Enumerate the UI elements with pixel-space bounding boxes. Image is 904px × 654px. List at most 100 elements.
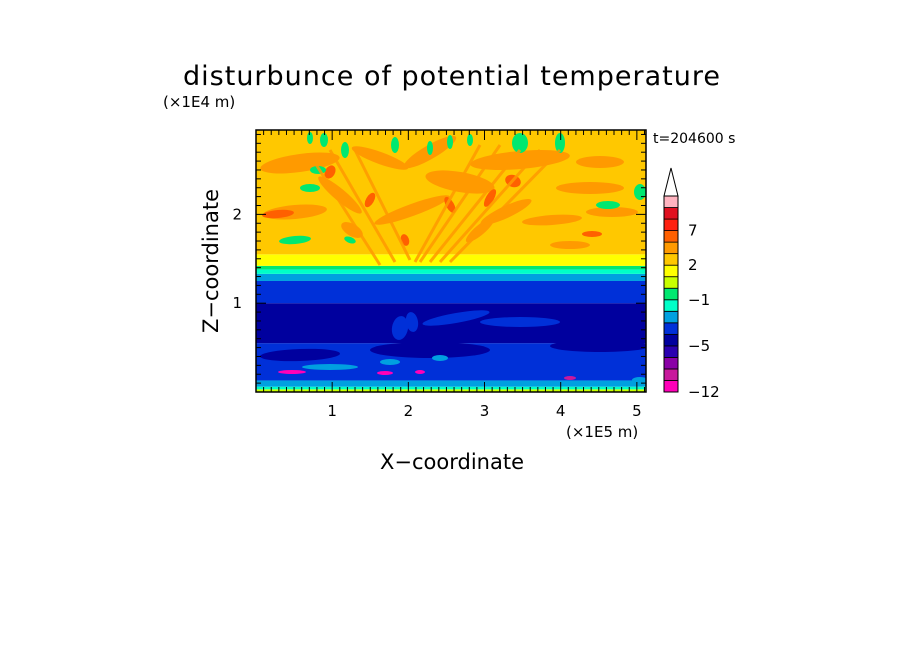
wave-streak-4 <box>438 149 542 263</box>
wave-streak-1 <box>328 149 397 263</box>
colorbar-swatch <box>663 310 679 324</box>
contour-layer-1 <box>256 386 646 390</box>
warm-cell-15 <box>576 156 624 168</box>
cold-cell-13 <box>564 376 576 380</box>
contour-layer-2 <box>256 380 646 387</box>
x-tick-label: 4 <box>556 402 566 420</box>
cool-cell-13 <box>596 201 620 209</box>
warm-cell-14 <box>550 241 590 249</box>
cool-cell-4 <box>320 133 328 147</box>
y-tick-label: 1 <box>232 294 242 312</box>
contour-layer-7 <box>256 269 646 274</box>
cool-cell-11 <box>555 133 565 153</box>
cold-cell-14 <box>632 377 646 383</box>
cold-cell-0 <box>480 317 560 327</box>
colorbar-swatch <box>663 276 679 289</box>
time-label: t=204600 s <box>653 131 735 147</box>
wave-streak-2 <box>353 149 412 261</box>
warm-cell-2 <box>341 222 363 238</box>
cold-cell-3 <box>260 348 340 362</box>
warm-core-3 <box>324 165 336 179</box>
x-unit-label: (×1E5 m) <box>566 423 638 441</box>
chart-title: disturbunce of potential temperature <box>183 61 721 92</box>
colorbar <box>663 167 679 393</box>
cold-cell-9 <box>432 355 448 361</box>
colorbar-swatch <box>663 253 679 266</box>
wave-streak-0 <box>308 154 382 266</box>
colorbar-extend-arrow <box>663 167 679 197</box>
colorbar-swatch <box>663 333 679 347</box>
cool-cell-0 <box>279 235 311 245</box>
cold-cell-7 <box>302 364 358 370</box>
colorbar-swatch <box>663 218 679 231</box>
contour-layer-8 <box>256 265 646 270</box>
colorbar-swatch <box>663 195 679 208</box>
x-tick-label: 3 <box>480 402 490 420</box>
wave-streak-5 <box>428 149 522 263</box>
colorbar-frame <box>663 195 679 393</box>
colorbar-tick-label: −12 <box>688 383 720 401</box>
x-tick-label: 1 <box>327 402 337 420</box>
warm-cell-5 <box>556 182 624 194</box>
contour-features <box>260 132 646 383</box>
colorbar-swatch <box>663 287 679 301</box>
cold-cell-11 <box>377 371 393 375</box>
cool-cell-7 <box>427 141 433 155</box>
cool-cell-1 <box>300 184 320 192</box>
x-tick-label: 5 <box>632 402 642 420</box>
plot-frame <box>255 129 647 393</box>
colorbar-tick-labels: 7 2 −1 −5 −12 <box>688 222 720 401</box>
colorbar-swatch <box>663 368 679 381</box>
warm-core-6 <box>364 192 376 208</box>
contour-plot-area <box>256 130 646 392</box>
colorbar-swatch <box>663 207 679 220</box>
cool-cell-6 <box>391 137 399 153</box>
warm-cell-0 <box>260 152 340 174</box>
warm-core-2 <box>582 231 602 237</box>
warm-core-5 <box>483 189 497 207</box>
colorbar-swatch <box>663 264 679 278</box>
colorbar-tick-label: −1 <box>688 291 710 309</box>
x-tick-label: 2 <box>404 402 414 420</box>
warm-cell-7 <box>586 207 638 217</box>
cold-cell-1 <box>422 310 490 326</box>
colorbar-swatch <box>663 357 679 370</box>
cool-cell-10 <box>512 133 528 153</box>
contour-layer-5 <box>256 280 646 304</box>
colorbar-swatch <box>663 230 679 243</box>
contour-layer-0 <box>256 389 646 392</box>
warm-cell-6 <box>522 214 582 226</box>
colorbar-swatch <box>663 241 679 255</box>
cold-cell-2 <box>370 342 490 358</box>
cool-cell-5 <box>307 132 313 144</box>
cool-cell-8 <box>447 135 453 149</box>
wave-streak-3 <box>448 148 562 264</box>
warm-core-4 <box>444 196 456 214</box>
wave-streak-6 <box>418 144 502 263</box>
cool-cell-9 <box>467 134 473 146</box>
cool-cell-12 <box>344 236 356 244</box>
cold-cell-4 <box>391 316 409 340</box>
cold-cell-5 <box>405 312 419 332</box>
cold-cell-6 <box>550 340 646 352</box>
y-unit-label: (×1E4 m) <box>163 93 235 111</box>
warm-cell-11 <box>351 146 409 170</box>
colorbar-swatch <box>663 345 679 358</box>
y-axis-label: Z−coordinate <box>199 189 223 333</box>
x-tick-labels: 1 2 3 4 5 <box>327 402 641 420</box>
cold-cell-10 <box>278 370 306 374</box>
wave-streak-7 <box>413 144 482 263</box>
cool-cell-14 <box>634 184 646 200</box>
colorbar-tick-label: −5 <box>688 337 710 355</box>
contour-layer-6 <box>256 273 646 281</box>
colorbar-tick-label: 2 <box>688 256 698 274</box>
x-axis-label: X−coordinate <box>380 450 524 474</box>
colorbar-swatch <box>663 322 679 335</box>
colorbar-swatch <box>663 299 679 312</box>
cool-cell-3 <box>341 142 349 158</box>
colorbar-tick-label: 7 <box>688 222 698 240</box>
cold-cell-8 <box>380 359 400 365</box>
y-tick-label: 2 <box>232 205 242 223</box>
y-tick-labels: 12 <box>232 205 242 312</box>
